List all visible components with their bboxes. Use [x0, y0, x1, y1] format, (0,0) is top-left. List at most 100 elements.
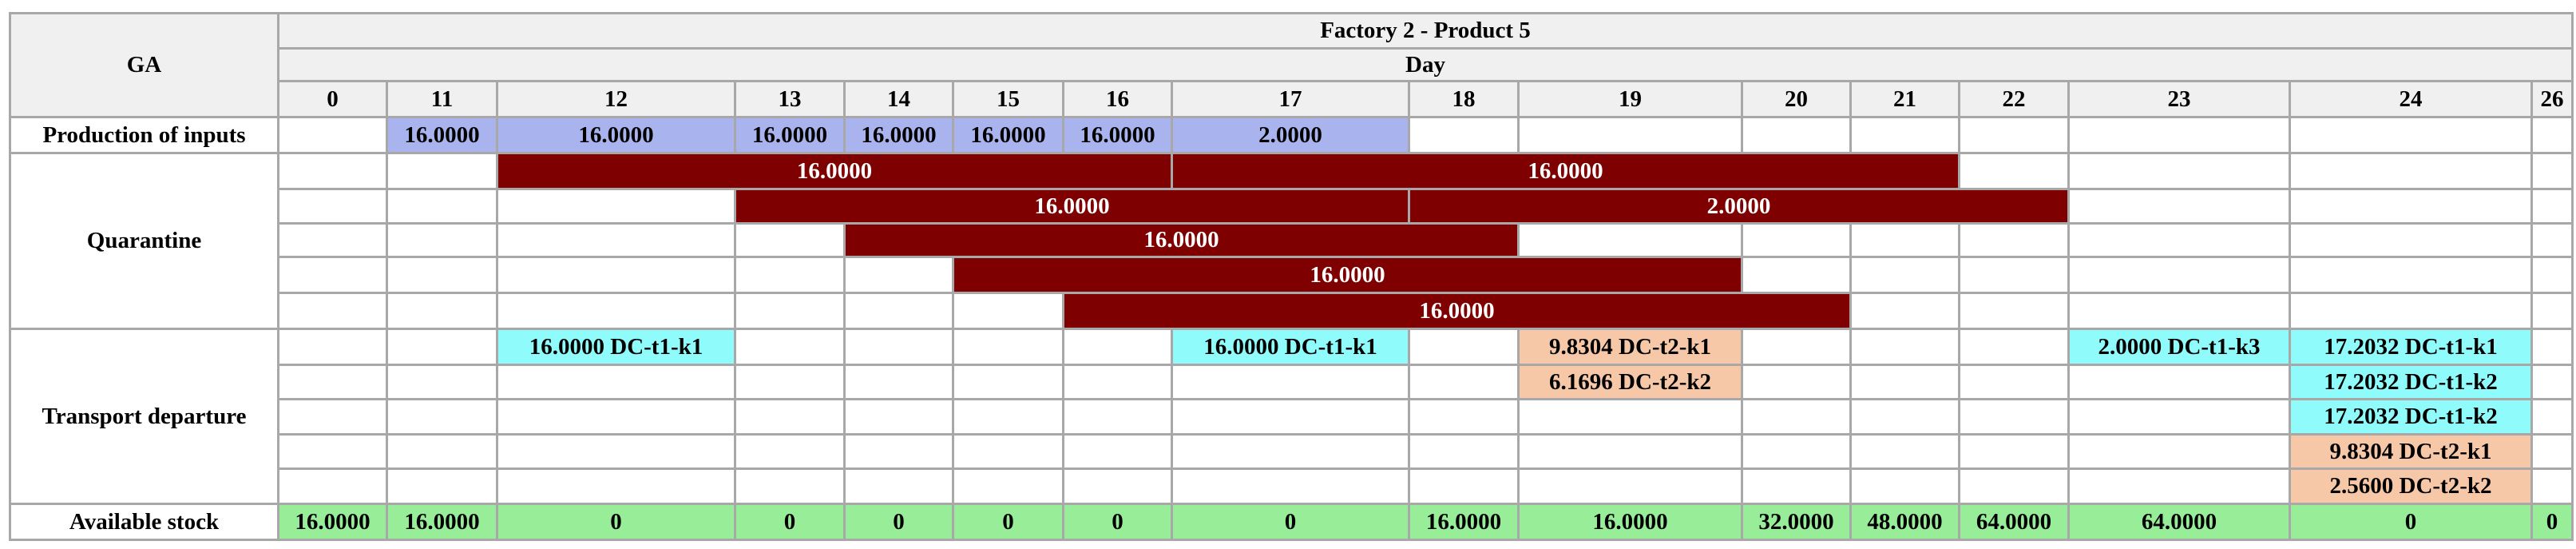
stock-cell: 0: [496, 503, 736, 541]
empty-cell: [277, 467, 388, 505]
empty-cell: [2289, 116, 2533, 154]
day-header-cell: 23: [2067, 80, 2291, 118]
day-header-cell: 16: [1062, 80, 1173, 118]
empty-cell: [386, 292, 498, 330]
quarantine-bar: 16.0000: [496, 152, 1173, 190]
empty-cell: [1741, 364, 1852, 400]
empty-cell: [1849, 292, 1960, 330]
empty-cell: [1849, 256, 1960, 294]
empty-cell: [734, 328, 846, 366]
empty-cell: [2067, 188, 2291, 225]
quarantine-bar: 16.0000: [1062, 292, 1852, 330]
empty-cell: [734, 292, 846, 330]
empty-cell: [386, 433, 498, 470]
day-header-cell: 22: [1958, 80, 2070, 118]
empty-cell: [1958, 398, 2070, 436]
empty-cell: [1958, 116, 2070, 154]
empty-cell: [843, 433, 954, 470]
empty-cell: [1958, 467, 2070, 505]
empty-cell: [2289, 152, 2533, 190]
stock-cell: 16.0000: [386, 503, 498, 541]
stock-cell: 0: [1171, 503, 1410, 541]
empty-cell: [1849, 433, 1960, 470]
empty-cell: [2067, 364, 2291, 400]
empty-cell: [2289, 256, 2533, 294]
row-label-quarantine: Quarantine: [9, 152, 279, 330]
empty-cell: [2530, 398, 2574, 436]
empty-cell: [1849, 364, 1960, 400]
empty-cell: [496, 222, 736, 258]
empty-cell: [1517, 398, 1743, 436]
production-cell: 16.0000: [952, 116, 1064, 154]
row-label-stock: Available stock: [9, 503, 279, 541]
empty-cell: [734, 256, 846, 294]
stock-cell: 16.0000: [277, 503, 388, 541]
empty-cell: [2530, 328, 2574, 366]
empty-cell: [1517, 467, 1743, 505]
empty-cell: [952, 292, 1064, 330]
empty-cell: [2530, 188, 2574, 225]
empty-cell: [1517, 222, 1743, 258]
day-header-cell: 19: [1517, 80, 1743, 118]
day-header-cell: 18: [1408, 80, 1520, 118]
stock-cell: 16.0000: [1408, 503, 1520, 541]
empty-cell: [2530, 116, 2574, 154]
empty-cell: [277, 116, 388, 154]
empty-cell: [1958, 364, 2070, 400]
stock-cell: 0: [952, 503, 1064, 541]
empty-cell: [1741, 398, 1852, 436]
empty-cell: [1062, 364, 1173, 400]
empty-cell: [386, 328, 498, 366]
empty-cell: [952, 398, 1064, 436]
empty-cell: [1408, 398, 1520, 436]
empty-cell: [277, 188, 388, 225]
empty-cell: [496, 398, 736, 436]
empty-cell: [1171, 433, 1410, 470]
empty-cell: [734, 364, 846, 400]
empty-cell: [277, 398, 388, 436]
day-header-cell: 14: [843, 80, 954, 118]
empty-cell: [1741, 256, 1852, 294]
stock-cell: 32.0000: [1741, 503, 1852, 541]
empty-cell: [2530, 364, 2574, 400]
empty-cell: [277, 152, 388, 190]
transport-cell: 16.0000 DC-t1-k1: [1171, 328, 1410, 366]
quarantine-bar: 2.0000: [1408, 188, 2070, 225]
empty-cell: [952, 328, 1064, 366]
empty-cell: [1958, 433, 2070, 470]
empty-cell: [1517, 433, 1743, 470]
empty-cell: [1062, 328, 1173, 366]
empty-cell: [1958, 222, 2070, 258]
table-title: Factory 2 - Product 5: [277, 12, 2574, 50]
transport-cell: 6.1696 DC-t2-k2: [1517, 364, 1743, 400]
empty-cell: [1958, 256, 2070, 294]
day-header-cell: 13: [734, 80, 846, 118]
day-header: Day: [277, 47, 2574, 82]
empty-cell: [843, 364, 954, 400]
production-cell: 16.0000: [496, 116, 736, 154]
empty-cell: [496, 188, 736, 225]
empty-cell: [952, 433, 1064, 470]
empty-cell: [1849, 328, 1960, 366]
empty-cell: [843, 328, 954, 366]
day-header-cell: 21: [1849, 80, 1960, 118]
empty-cell: [1849, 467, 1960, 505]
empty-cell: [2067, 256, 2291, 294]
production-cell: 16.0000: [1062, 116, 1173, 154]
empty-cell: [1062, 467, 1173, 505]
empty-cell: [1741, 222, 1852, 258]
empty-cell: [277, 433, 388, 470]
day-header-cell: 20: [1741, 80, 1852, 118]
empty-cell: [277, 256, 388, 294]
day-header-cell: 15: [952, 80, 1064, 118]
empty-cell: [496, 467, 736, 505]
transport-cell: 9.8304 DC-t2-k1: [2289, 433, 2533, 470]
empty-cell: [1171, 398, 1410, 436]
empty-cell: [2530, 433, 2574, 470]
empty-cell: [1408, 364, 1520, 400]
empty-cell: [843, 292, 954, 330]
production-cell: 16.0000: [843, 116, 954, 154]
empty-cell: [277, 364, 388, 400]
day-header-cell: 11: [386, 80, 498, 118]
empty-cell: [1741, 433, 1852, 470]
